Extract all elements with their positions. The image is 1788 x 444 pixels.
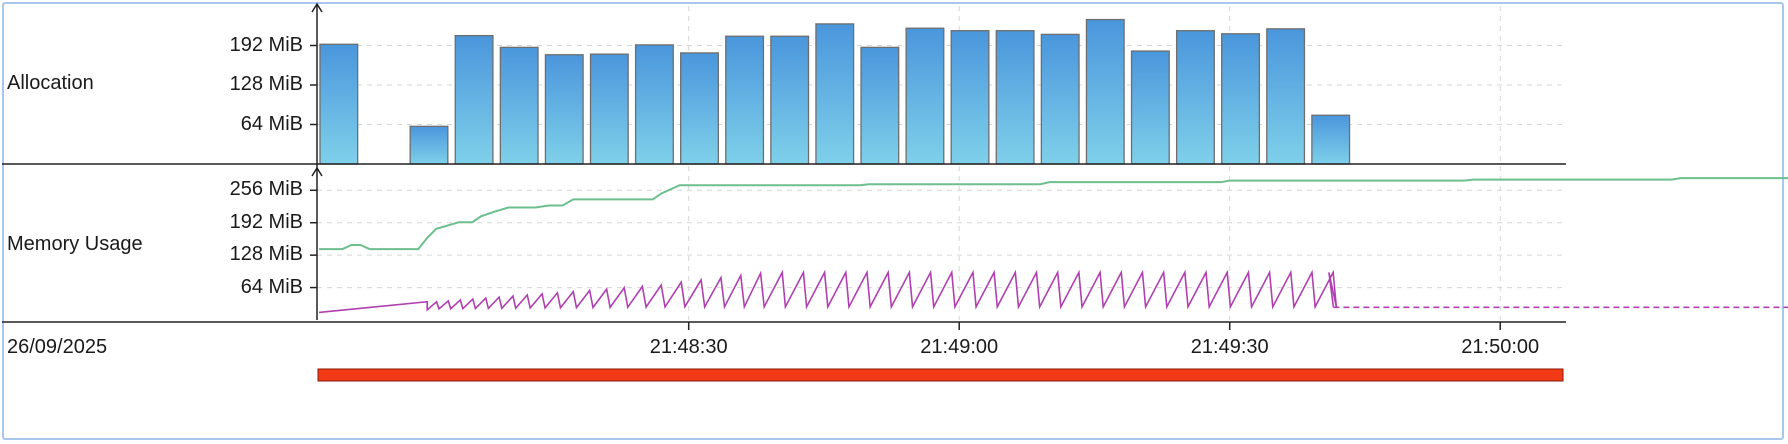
memory-lines [318,177,1788,314]
allocation-bar [634,44,674,165]
allocation-bar [860,46,900,165]
allocation-bar [680,52,720,165]
allocation-ytick-label: 64 MiB [240,112,303,135]
allocation-bar [1175,30,1215,165]
allocation-bars [319,18,1351,165]
time-tick-label: 21:50:00 [1461,336,1540,358]
y-axis-arrow-memory [311,166,323,177]
allocation-bar [589,53,629,165]
memory-heap-line [319,177,1788,251]
time-tick-label: 21:49:30 [1190,336,1269,358]
allocation-bar [1311,114,1351,165]
memory-ytick-label: 64 MiB [240,275,303,298]
allocation-bar [1085,18,1125,165]
allocation-bar [1266,28,1306,165]
allocation-bar [409,125,449,165]
allocation-bar [950,30,990,165]
allocation-bar [454,34,494,165]
allocation-bar [1221,33,1261,165]
allocation-bar [319,43,359,165]
memory-used-line [318,269,1338,314]
allocation-bar [1040,33,1080,165]
y-axis-arrow-top [311,2,323,13]
allocation-row-label: Allocation [7,72,94,94]
allocation-bar [815,23,855,165]
allocation-bar [1130,50,1170,165]
allocation-ytick-label: 192 MiB [229,33,303,56]
memory-ytick-label: 256 MiB [229,178,303,201]
allocation-bar [544,54,584,165]
allocation-bar [995,30,1035,165]
memory-ytick-label: 128 MiB [229,243,303,266]
allocation-bar [905,27,945,165]
memory-row-label: Memory Usage [7,233,143,255]
allocation-ytick-label: 128 MiB [229,73,303,95]
allocation-bar [725,35,765,165]
memory-ytick-label: 192 MiB [229,210,303,233]
allocation-bar [770,35,810,165]
time-tick-label: 21:48:30 [649,336,728,358]
axes [2,2,1566,330]
allocation-bar [499,46,539,165]
date-label: 26/09/2025 [7,336,108,358]
time-tick-label: 21:49:00 [920,336,999,358]
timeline-bar[interactable] [317,368,1564,382]
